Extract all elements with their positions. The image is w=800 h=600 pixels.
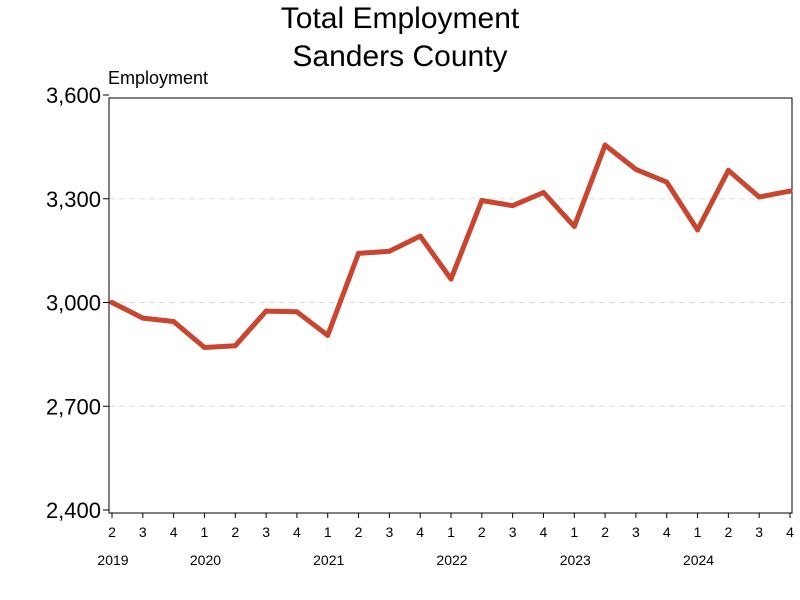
data-point	[171, 319, 177, 325]
data-point	[633, 166, 639, 172]
x-tick-label: 3	[139, 524, 147, 540]
data-point	[140, 315, 146, 321]
x-tick-label: 2	[724, 524, 732, 540]
data-point	[294, 309, 300, 315]
data-point	[695, 227, 701, 233]
x-tick-label: 3	[262, 524, 270, 540]
data-point	[263, 308, 269, 314]
y-tick-label: 3,300	[46, 187, 101, 212]
x-tick-label: 1	[201, 524, 209, 540]
chart-title: Total Employment	[280, 2, 520, 35]
y-tick-label: 2,700	[46, 394, 101, 419]
data-point	[109, 300, 115, 305]
data-point	[510, 203, 516, 209]
data-point	[417, 233, 423, 239]
x-year-label: 2024	[683, 552, 714, 568]
x-tick-label: 3	[385, 524, 393, 540]
data-point	[725, 167, 731, 173]
y-axis-label: Employment	[108, 68, 209, 88]
data-point	[479, 197, 485, 203]
plot-frame	[108, 97, 793, 514]
data-point	[540, 190, 546, 196]
gridlines	[109, 198, 792, 407]
x-tick-label: 3	[509, 524, 517, 540]
y-tick-label: 3,600	[46, 83, 101, 108]
x-tick-label: 1	[570, 524, 578, 540]
x-tick-label: 2	[478, 524, 486, 540]
x-tick-label: 4	[540, 524, 548, 540]
x-tick-label: 4	[293, 524, 301, 540]
x-year-label: 2021	[313, 552, 344, 568]
series-line	[109, 142, 793, 350]
data-point	[787, 188, 793, 194]
data-point	[356, 250, 362, 256]
series-layer	[109, 142, 793, 350]
x-tick-label: 2	[601, 524, 609, 540]
data-point	[232, 343, 238, 349]
x-year-label: 2020	[190, 552, 221, 568]
x-tick-label: 2	[355, 524, 363, 540]
y-tick-label: 2,400	[46, 498, 101, 523]
y-tick-label: 3,000	[46, 291, 101, 316]
data-point	[448, 276, 454, 282]
x-year-label: 2022	[436, 552, 467, 568]
x-tick-label: 2	[108, 524, 116, 540]
chart-subtitle: Sanders County	[292, 40, 508, 73]
x-tick-label: 3	[755, 524, 763, 540]
x-year-label: 2019	[97, 552, 128, 568]
y-axis: 2,400 2,700 3,000 3,300 3,600	[46, 83, 109, 523]
data-point	[325, 332, 331, 338]
x-tick-label: 1	[694, 524, 702, 540]
x-tick-label: 3	[632, 524, 640, 540]
x-tick-label: 4	[663, 524, 671, 540]
x-tick-label: 1	[447, 524, 455, 540]
x-tick-label: 4	[786, 524, 794, 540]
x-tick-label: 1	[324, 524, 332, 540]
data-point	[386, 248, 392, 254]
x-tick-label: 4	[170, 524, 178, 540]
data-point	[756, 194, 762, 200]
data-point	[571, 223, 577, 229]
x-tick-label: 2	[231, 524, 239, 540]
x-tick-label: 4	[416, 524, 424, 540]
data-point	[602, 142, 608, 148]
data-point	[664, 179, 670, 185]
data-point	[201, 344, 207, 350]
x-axis: 2 3 4 1 2 3 4 1 2 3 4 1 2 3 4 1 2 3 4 1 2 3 4 2019 2020 2021 2022 2…	[97, 513, 794, 568]
x-year-label: 2023	[560, 552, 591, 568]
